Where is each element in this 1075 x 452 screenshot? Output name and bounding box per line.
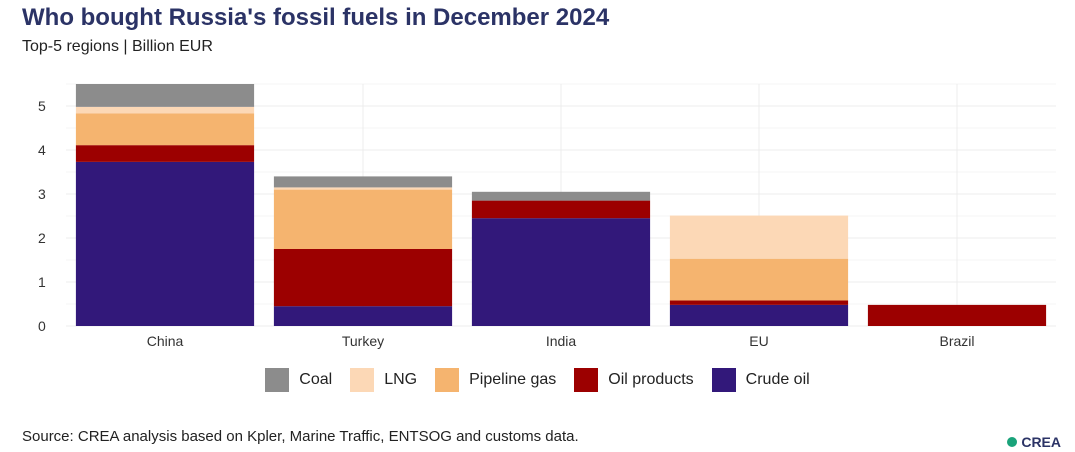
legend-item: LNG — [350, 368, 417, 392]
legend-item: Coal — [265, 368, 332, 392]
bar-segment-coal — [75, 84, 255, 107]
y-axis-ticks: 0 1 2 3 4 5 — [38, 98, 46, 334]
bar-segment-crude-oil — [273, 306, 453, 326]
bar-segment-oil-products — [273, 249, 453, 307]
legend-label: Crude oil — [745, 371, 810, 388]
y-tick-label: 3 — [38, 186, 46, 202]
y-tick-label: 0 — [38, 318, 46, 334]
bar-segment-oil-products — [471, 200, 651, 219]
legend-swatch — [711, 368, 736, 392]
bar-segment-pipeline-gas — [669, 258, 849, 301]
bar-segment-crude-oil — [669, 304, 849, 326]
x-tick-label: Brazil — [939, 333, 974, 349]
bar-segment-oil-products — [867, 304, 1047, 326]
bars — [75, 84, 1047, 326]
legend-label: Oil products — [608, 371, 694, 388]
y-tick-label: 2 — [38, 230, 46, 246]
legend-item: Oil products — [574, 368, 694, 392]
bar-segment-pipeline-gas — [273, 189, 453, 249]
bar-segment-coal — [273, 176, 453, 188]
y-tick-label: 5 — [38, 98, 46, 114]
x-tick-label: EU — [749, 333, 768, 349]
y-tick-label: 1 — [38, 274, 46, 290]
legend-label: Pipeline gas — [469, 371, 557, 388]
bar-segment-coal — [471, 191, 651, 201]
x-tick-label: Turkey — [342, 333, 384, 349]
bar-segment-oil-products — [75, 145, 255, 162]
y-tick-label: 4 — [38, 142, 46, 158]
source-note: Source: CREA analysis based on Kpler, Ma… — [22, 428, 579, 445]
legend-item: Pipeline gas — [435, 368, 556, 392]
legend-label: LNG — [384, 371, 418, 388]
crea-logo-icon — [1007, 437, 1018, 447]
legend-swatch — [350, 368, 375, 392]
legend-swatch — [265, 368, 290, 392]
bar-segment-oil-products — [669, 300, 849, 305]
stacked-bar-chart: 0 1 2 3 4 5 China Turkey India EU Brazil — [38, 83, 1056, 349]
bar-segment-crude-oil — [75, 161, 255, 326]
legend-swatch — [574, 368, 599, 392]
bar-segment-lng — [75, 106, 255, 114]
legend-swatch — [435, 368, 460, 392]
crea-logo-text: CREA — [1021, 434, 1061, 450]
bar-segment-lng — [669, 215, 849, 259]
x-tick-label: India — [546, 333, 577, 349]
legend-item: Crude oil — [711, 368, 810, 392]
legend-label: Coal — [299, 371, 333, 388]
bar-segment-crude-oil — [471, 218, 651, 326]
x-axis-ticks: China Turkey India EU Brazil — [147, 333, 975, 349]
chart-subtitle: Top-5 regions | Billion EUR — [22, 38, 213, 55]
chart-title: Who bought Russia's fossil fuels in Dece… — [22, 4, 610, 31]
bar-segment-pipeline-gas — [75, 113, 255, 146]
bar-segment-lng — [273, 187, 453, 190]
legend: Coal LNG Pipeline gas Oil products Crude oil — [0, 368, 1075, 392]
x-tick-label: China — [147, 333, 184, 349]
crea-logo: CREA — [1007, 434, 1061, 450]
